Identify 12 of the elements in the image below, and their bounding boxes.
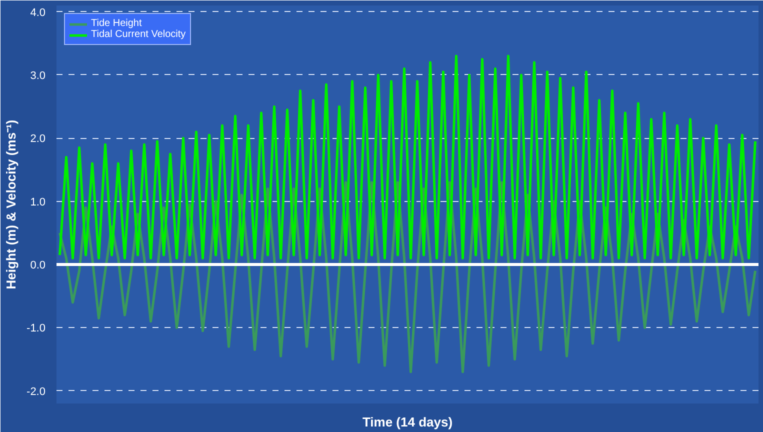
y-tick-label: 2.0 [30, 133, 46, 146]
legend-label: Tidal Current Velocity [91, 29, 186, 40]
line-series [58, 54, 756, 260]
y-tick-label: -2.0 [26, 386, 46, 398]
y-tick-label: 1.0 [30, 196, 46, 208]
y-tick-label: 0.0 [30, 260, 46, 272]
x-axis-title: Time (14 days) [362, 414, 453, 430]
y-tick-label: 4.0 [30, 6, 46, 19]
legend-label: Tide Height [91, 18, 142, 29]
y-tick-label: -1.0 [26, 322, 46, 335]
y-axis-title: Height (m) & Velocity (ms⁻¹) [4, 120, 19, 290]
y-tick-label: 3.0 [30, 70, 46, 82]
